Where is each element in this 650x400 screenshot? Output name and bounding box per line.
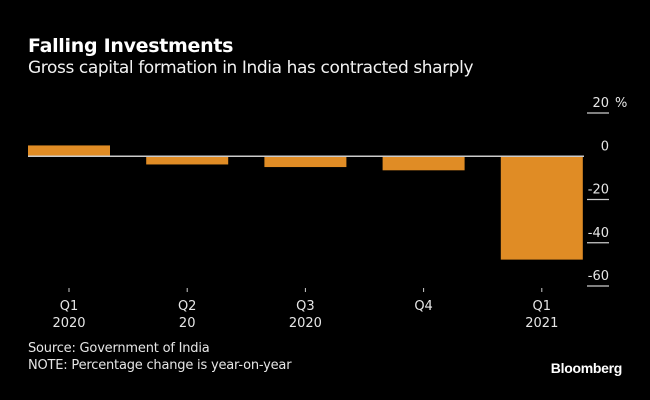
bars-group	[28, 145, 583, 260]
chart-title: Falling Investments	[28, 35, 234, 57]
x-tick-label: Q3	[296, 299, 315, 314]
source-note: Source: Government of India	[28, 341, 210, 356]
footnote: NOTE: Percentage change is year-on-year	[28, 358, 292, 373]
y-unit-label: %	[615, 96, 627, 111]
chart-footer: Source: Government of India NOTE: Percen…	[28, 340, 292, 374]
bar-2	[264, 156, 347, 168]
chart-subtitle: Gross capital formation in India has con…	[28, 58, 474, 78]
y-axis: 20 0 -20 -40 -60%	[587, 96, 627, 287]
x-tick-label: 20	[179, 316, 196, 331]
bar-3	[382, 156, 465, 171]
x-tick-label: Q2	[178, 299, 197, 314]
bloomberg-logo: Bloomberg	[550, 360, 623, 376]
x-axis: Q1 2020 Q2 20 Q3 2020 Q4 Q1 2021	[52, 288, 558, 331]
y-tick-label: -40	[588, 226, 609, 241]
x-tick-label: Q1	[533, 299, 552, 314]
bar-4	[500, 156, 583, 260]
y-tick-label: -20	[588, 183, 609, 198]
x-tick-label: Q4	[414, 299, 433, 314]
bar-1	[146, 156, 229, 165]
y-tick-label: -60	[588, 269, 609, 284]
x-tick-label: Q1	[60, 299, 79, 314]
y-tick-label: 20	[592, 96, 609, 111]
x-tick-label: 2020	[289, 316, 322, 331]
x-tick-label: 2021	[525, 316, 558, 331]
x-tick-label: 2020	[52, 316, 85, 331]
bar-0	[28, 145, 110, 157]
y-tick-label: 0	[601, 139, 609, 154]
